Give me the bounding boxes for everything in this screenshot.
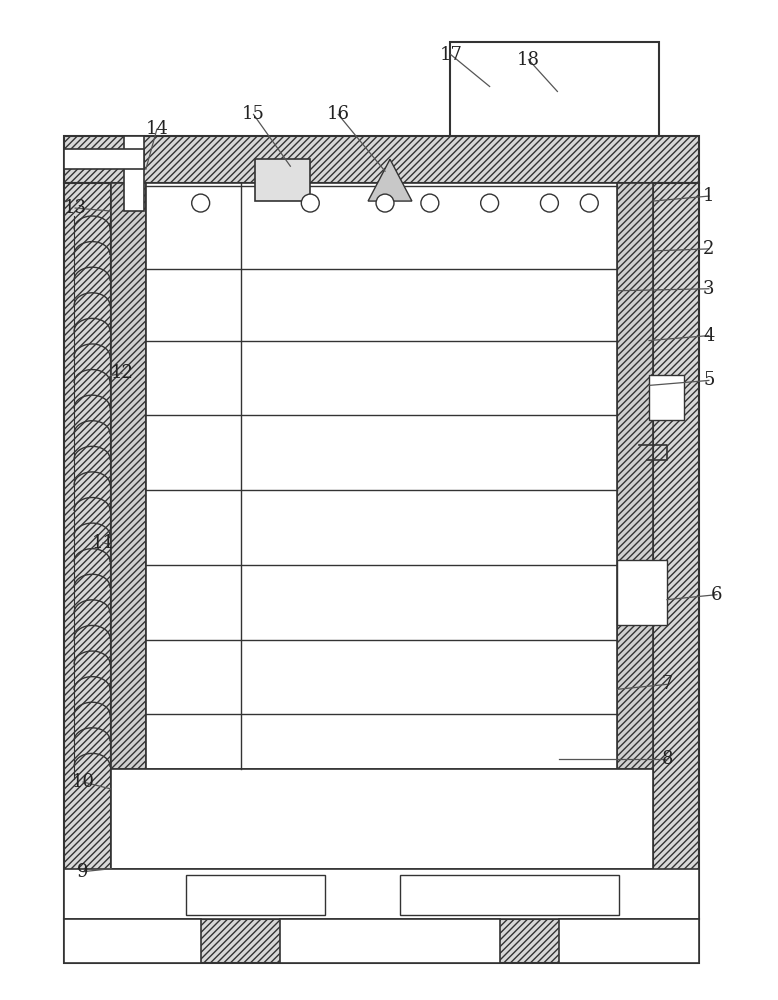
Bar [64,183,111,919]
Bar [280,919,499,963]
Text: 17: 17 [440,46,462,64]
Circle shape [541,194,559,212]
Text: 4: 4 [703,327,714,345]
Circle shape [580,194,598,212]
Text: 13: 13 [64,199,86,217]
Bar [145,183,617,769]
Bar [400,875,619,915]
Bar [649,375,684,420]
Circle shape [421,194,439,212]
Text: 6: 6 [711,586,723,604]
Text: 15: 15 [242,105,265,123]
Text: 3: 3 [703,280,715,298]
Bar [617,560,667,625]
Text: 16: 16 [327,105,349,123]
Circle shape [376,194,394,212]
Text: 12: 12 [110,364,133,382]
Text: 5: 5 [703,371,714,389]
Text: 18: 18 [517,51,540,69]
Text: 9: 9 [77,863,89,881]
Text: 7: 7 [661,675,673,693]
Bar [64,149,144,169]
Text: 2: 2 [703,240,714,258]
Text: 8: 8 [661,750,673,768]
Circle shape [481,194,499,212]
Bar [111,769,653,869]
Bar [64,919,201,963]
Bar [186,875,325,915]
Text: 11: 11 [92,534,114,552]
Bar [255,159,310,201]
Bar [64,919,699,963]
Polygon shape [368,159,412,201]
Bar [124,136,144,211]
Bar [64,869,699,919]
Text: 14: 14 [145,120,168,138]
Bar [653,183,699,919]
Text: 10: 10 [72,773,95,791]
Bar [64,136,699,183]
Text: 1: 1 [703,187,715,205]
Bar [111,183,145,769]
Circle shape [301,194,319,212]
Bar [617,183,653,769]
Bar [450,42,659,136]
Circle shape [191,194,209,212]
Bar [559,919,699,963]
